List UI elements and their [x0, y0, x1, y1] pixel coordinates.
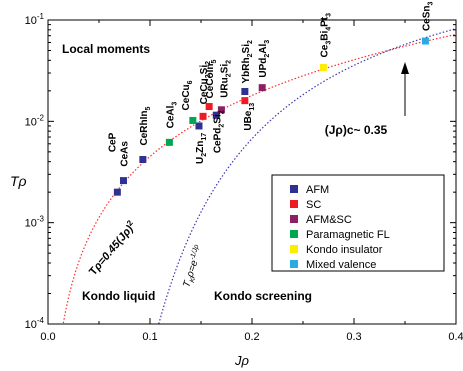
- material-label: CeAs: [119, 141, 130, 167]
- data-points: [113, 37, 429, 196]
- data-point-UBe13: [241, 97, 249, 105]
- y-axis-label: Tρ: [10, 173, 27, 189]
- data-point-U2Zn17: [195, 122, 203, 130]
- critical-coupling-label: (Jρ)c~ 0.35: [325, 123, 388, 137]
- data-point-CeCoIn5: [205, 103, 213, 111]
- data-point-CeP: [113, 188, 121, 196]
- legend-items: AFM SC AFM&SC Paramagnetic FL Kondo insulato…: [290, 184, 390, 271]
- x-tick-label: 0.0: [40, 331, 55, 343]
- material-label: CeCu2Si2: [199, 61, 212, 104]
- x-tick-label: 0.1: [142, 331, 157, 343]
- legend-label: AFM&SC: [306, 214, 352, 226]
- data-point-CeAl3: [165, 138, 173, 146]
- kondo-screening-label: Kondo screening: [214, 289, 312, 303]
- fit-curves: [62, 28, 456, 324]
- legend-label: Kondo insulator: [306, 244, 383, 256]
- x-tick-label: 0.2: [244, 331, 259, 343]
- data-point-CeSn3: [421, 37, 429, 45]
- material-label: Ce3Bi4Pt3: [319, 13, 332, 58]
- data-point-CePd2Si2: [212, 111, 220, 119]
- legend-label: AFM: [306, 184, 329, 196]
- kondo-formula-label: TKρ=e-1/Jρ: [180, 244, 207, 290]
- y-tick-label: 10-3: [25, 215, 45, 230]
- material-label: CeCoIn5: [205, 60, 218, 99]
- material-label: U2Zn17: [195, 133, 208, 164]
- legend-box: [271, 174, 445, 272]
- axis-ticks: 0.0 0.1 0.2 0.3 0.4 10-4 10-3 10-2 10-1: [25, 12, 463, 343]
- data-point-Ce3Bi4Pt3: [319, 63, 327, 71]
- local-moments-label: Local moments: [62, 42, 150, 56]
- formula-rho: ρ=0.45(J: [91, 230, 130, 273]
- y-tick-label: 10-4: [25, 316, 45, 331]
- material-label: CeSn3: [421, 1, 434, 31]
- data-point-CeAs: [119, 177, 127, 185]
- material-label: UPd2Al3: [258, 40, 271, 78]
- data-point-URu2Si2: [217, 106, 225, 114]
- kondo-exp-curve: [158, 28, 456, 324]
- legend-swatch: [290, 245, 298, 253]
- legend-label: Paramagnetic FL: [306, 229, 390, 241]
- legend-swatch: [290, 230, 298, 238]
- material-label: YbRh2Si2: [241, 40, 254, 83]
- material-label: CeP: [107, 132, 118, 152]
- legend-swatch: [290, 215, 298, 223]
- material-label: URu2Si2: [219, 60, 232, 98]
- material-label: UBe13: [243, 103, 256, 131]
- x-tick-label: 0.4: [448, 331, 463, 343]
- legend-swatch: [290, 260, 298, 268]
- data-point-YbRh2Si2: [241, 87, 249, 95]
- critical-arrow: [401, 62, 409, 116]
- legend-swatch: [290, 200, 298, 208]
- material-label: CePd2Si2: [212, 110, 225, 153]
- y-tick-label: 10-2: [25, 113, 45, 128]
- legend: AFM SC AFM&SC Paramagnetic FL Kondo insulato…: [271, 174, 445, 272]
- legend-label: Mixed valence: [306, 259, 376, 271]
- x-axis-label: Jρ: [234, 353, 250, 368]
- plot-frame: [47, 19, 457, 325]
- material-label: CeAl3: [165, 102, 178, 129]
- data-point-CeCu2Si2: [199, 112, 207, 120]
- legend-label: SC: [306, 199, 321, 211]
- power-law-formula-label: Tρ=0.45(Jρ)2: [86, 218, 139, 278]
- kondo-liquid-label: Kondo liquid: [82, 289, 155, 303]
- y-tick-label: 10-1: [25, 12, 45, 27]
- material-label: CeCu6: [181, 80, 194, 110]
- data-point-CeRhIn5: [139, 156, 147, 164]
- x-tick-label: 0.3: [346, 331, 361, 343]
- data-point-UPd2Al3: [258, 84, 266, 92]
- legend-swatch: [290, 185, 298, 193]
- data-point-CeCu6: [189, 116, 197, 124]
- material-label: CeRhIn5: [139, 107, 152, 146]
